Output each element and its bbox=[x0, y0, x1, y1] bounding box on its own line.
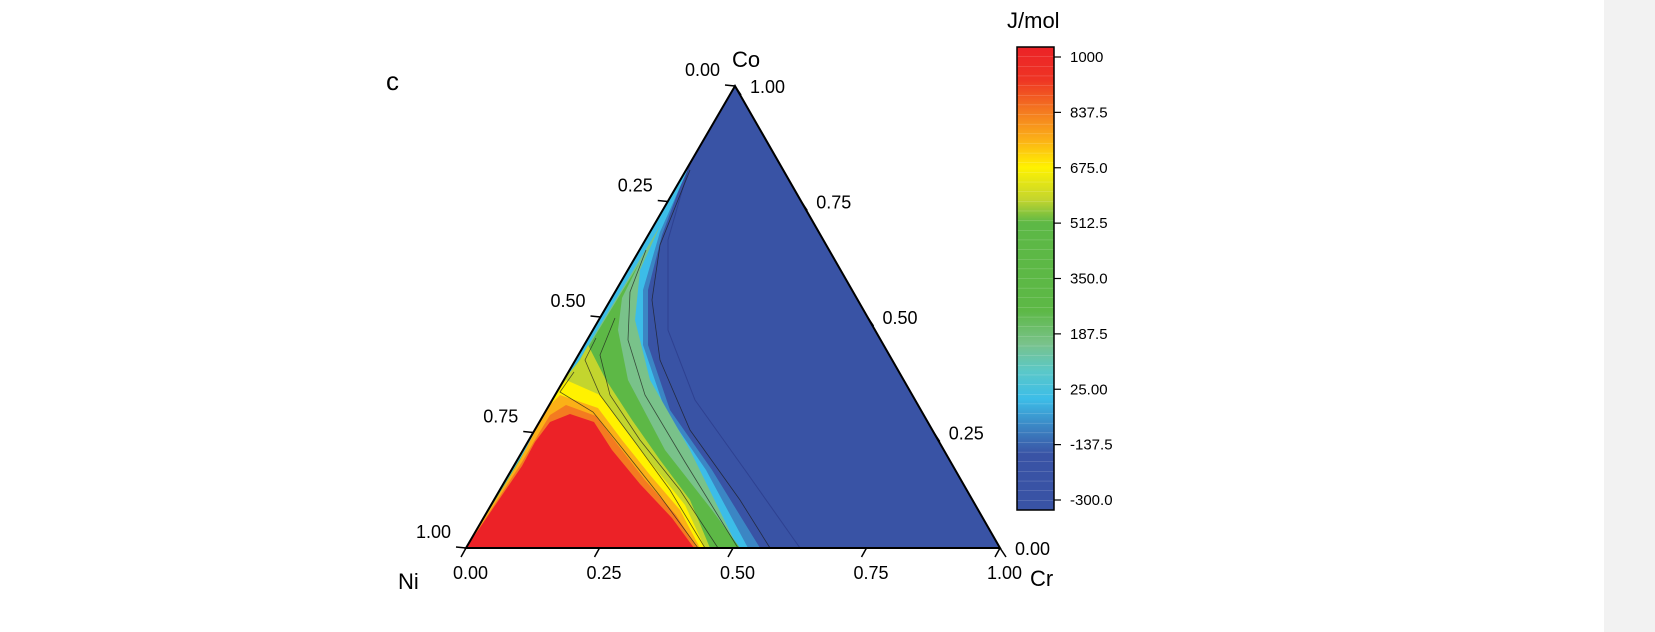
left-axis-tick bbox=[523, 430, 534, 434]
component-label-cr: Cr bbox=[1030, 566, 1053, 591]
colorbar-tick-label: 1000 bbox=[1070, 49, 1103, 66]
contour-line bbox=[627, 249, 739, 548]
right-axis-tick-label: 0.25 bbox=[949, 424, 984, 444]
left-axis-tick bbox=[657, 199, 668, 203]
contour-lines bbox=[559, 97, 801, 548]
right-axis-tick-label: 0.50 bbox=[883, 308, 918, 328]
colorbar-gradient bbox=[1017, 47, 1054, 510]
left-axis-tick-label: 0.25 bbox=[618, 176, 653, 196]
contour-line bbox=[667, 97, 801, 548]
bottom-axis-tick bbox=[860, 547, 868, 558]
colorbar-units: J/mol bbox=[1007, 8, 1060, 33]
right-axis-tick bbox=[999, 547, 1007, 558]
contour-line bbox=[559, 371, 699, 548]
colorbar-tick-label: 675.0 bbox=[1070, 160, 1108, 177]
right-axis-tick bbox=[933, 432, 941, 442]
ternary-chart: c 0.00 0.25 0.50 0.75 1.00 0.00 0.25 0.50 0.75 1.… bbox=[386, 8, 1113, 594]
bottom-axis-tick bbox=[593, 547, 601, 558]
axis-tick-labels: 0.00 0.25 0.50 0.75 1.00 0.00 0.25 0.50 0.75 1.00… bbox=[416, 60, 1050, 583]
bottom-axis-tick-label: 0.75 bbox=[854, 563, 889, 583]
bottom-axis-tick-label: 0.25 bbox=[587, 563, 622, 583]
colorbar-tick-label: 25.00 bbox=[1070, 381, 1108, 398]
bottom-axis-tick bbox=[994, 547, 1001, 558]
colorbar-bands bbox=[1017, 56, 1054, 501]
region-high-red bbox=[466, 414, 694, 548]
bottom-axis-tick bbox=[727, 547, 734, 558]
left-axis-tick bbox=[590, 315, 601, 318]
component-label-co: Co bbox=[732, 47, 760, 72]
colorbar-ticks: 1000 837.5 675.0 512.5 350.0 187.5 25.00 -137.5… bbox=[1054, 49, 1113, 509]
page-margin bbox=[1604, 0, 1655, 632]
left-axis-tick bbox=[724, 84, 736, 87]
left-axis-tick-label: 0.50 bbox=[551, 291, 586, 311]
contour-line bbox=[599, 317, 719, 548]
bottom-axis-tick-label: 1.00 bbox=[987, 563, 1022, 583]
figure: c 0.00 0.25 0.50 0.75 1.00 0.00 0.25 0.50 0.75 1.… bbox=[386, 8, 1113, 594]
colorbar-tick-label: 350.0 bbox=[1070, 271, 1108, 288]
colorbar-tick-label: -137.5 bbox=[1070, 437, 1113, 454]
right-axis-tick-label: 0.75 bbox=[816, 193, 851, 213]
left-axis-tick bbox=[455, 546, 467, 549]
contour-regions bbox=[466, 86, 1000, 548]
right-axis-tick-label: 1.00 bbox=[750, 77, 785, 97]
axis-ticks bbox=[455, 84, 1007, 558]
left-axis-tick-label: 0.00 bbox=[685, 60, 720, 80]
bottom-axis-tick-label: 0.00 bbox=[453, 563, 488, 583]
colorbar-tick-label: -300.0 bbox=[1070, 492, 1113, 509]
component-label-ni: Ni bbox=[398, 569, 419, 594]
colorbar-tick-label: 187.5 bbox=[1070, 326, 1108, 343]
bottom-axis-tick bbox=[460, 547, 467, 558]
right-axis-tick bbox=[734, 85, 742, 96]
left-axis-tick-label: 0.75 bbox=[483, 407, 518, 427]
colorbar-tick-label: 837.5 bbox=[1070, 104, 1108, 121]
left-axis-tick-label: 1.00 bbox=[416, 522, 451, 542]
colorbar-tick-label: 512.5 bbox=[1070, 215, 1108, 232]
right-axis-tick-label: 0.00 bbox=[1015, 539, 1050, 559]
bottom-axis-tick-label: 0.50 bbox=[720, 563, 755, 583]
right-axis-tick bbox=[866, 316, 875, 327]
contour-line bbox=[651, 169, 771, 548]
contour-line bbox=[584, 337, 706, 548]
panel-label: c bbox=[386, 66, 399, 96]
right-axis-tick bbox=[800, 201, 808, 211]
